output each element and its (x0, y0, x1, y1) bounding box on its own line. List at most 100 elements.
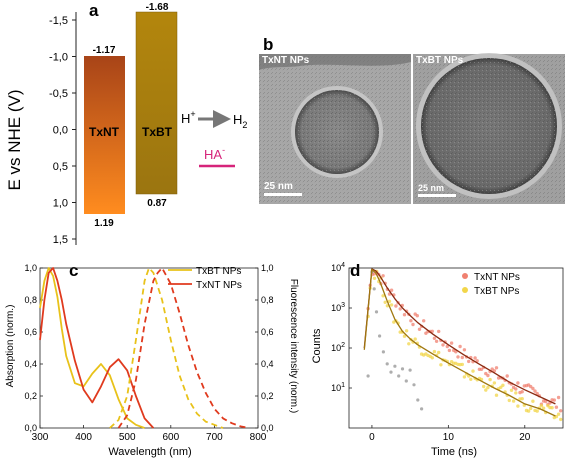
irf-point (397, 374, 401, 378)
reaction-h-plus: H+ (181, 109, 196, 126)
tem-image-txnt: TxNT NPs 25 nm (259, 54, 411, 204)
decay-point (402, 313, 407, 317)
irf-point (381, 350, 385, 354)
decay-point (389, 303, 394, 307)
spectra-y-tick-label: 0,6 (24, 327, 37, 337)
decay-point (492, 369, 497, 373)
panel-a-letter: a (89, 1, 99, 20)
decay-point (430, 356, 434, 360)
decay-point (413, 337, 417, 341)
hydrogen-reaction: H+ H2 (181, 109, 247, 130)
decay-point (411, 322, 415, 327)
spectra-y-tick-label: 0,4 (24, 359, 37, 369)
decay-point (556, 395, 561, 400)
decay-fit-curve-0 (363, 268, 556, 405)
spectra-y-tick-label: 0,0 (24, 423, 37, 433)
decay-point (554, 414, 559, 419)
tem-right-scale-label: 25 nm (418, 183, 444, 193)
decay-point (488, 377, 492, 382)
decay-point (520, 397, 524, 401)
decay-point (520, 390, 524, 394)
decay-point (486, 385, 490, 390)
decay-y-tick-label: 104 (331, 262, 345, 273)
decay-point (381, 294, 385, 298)
legend-txbt-marker (462, 287, 468, 293)
decay-point (469, 377, 473, 381)
decay-point (467, 359, 471, 364)
irf-point (416, 398, 420, 402)
decay-x-tick-label: 10 (443, 432, 455, 443)
irf-point (393, 364, 397, 368)
txbt-band-bar (135, 11, 178, 195)
decay-point (479, 367, 484, 371)
decay-point (507, 398, 511, 403)
decay-point (494, 393, 499, 397)
decay-point (550, 406, 554, 410)
decay-point (486, 373, 490, 378)
decay-point (539, 404, 544, 408)
energy-tick-label: -0,5 (49, 88, 68, 100)
decay-point (559, 409, 563, 413)
decay-x-axis-label: Time (ns) (431, 446, 477, 458)
irf-point (389, 370, 393, 374)
txnt-band-bar (84, 56, 125, 214)
ha-level: HA- (199, 145, 235, 168)
decay-point (531, 386, 535, 391)
spectra-y-axis-label: Absorption (norm.) (5, 305, 16, 388)
decay-point (432, 336, 437, 340)
decay-point (407, 342, 411, 346)
decay-point (383, 300, 387, 304)
energy-tick-group: -1,5 -1,0 -0,5 0,0 0,5 1,0 1,5 (49, 15, 76, 246)
decay-point (473, 356, 477, 360)
panel-b-letter: b (263, 35, 273, 54)
irf-point (366, 374, 370, 378)
decay-point (460, 362, 464, 367)
decay-point (526, 409, 531, 413)
decay-x-tick-label: 0 (369, 432, 375, 443)
decay-point (554, 405, 559, 409)
decay-point (505, 374, 509, 378)
decay-point (494, 366, 499, 370)
tem-left-scale-label: 25 nm (264, 181, 293, 192)
spectra-x-tick-label: 400 (75, 432, 92, 443)
spectra-y-tick-label: 0,2 (24, 391, 37, 401)
decay-point (559, 417, 563, 422)
decay-data (363, 268, 563, 422)
irf-point (400, 367, 405, 371)
spectra-x-tick-label: 600 (162, 432, 179, 443)
decay-point (541, 406, 546, 410)
decay-y-axis-label: Counts (311, 328, 323, 363)
irf-point (378, 334, 382, 338)
decay-point (471, 369, 475, 373)
decay-point (381, 274, 385, 278)
panel-d-decay: d Counts Time (ns) 0 10 20 101 102 103 104 TxN… (311, 261, 564, 458)
txnt-lumo-value: -1.17 (93, 45, 116, 56)
decay-point (387, 299, 392, 303)
spectra-x-tick-label: 800 (250, 432, 267, 443)
legend-txnt-label: TxNT NPs (196, 280, 242, 291)
fluorescence-curve-3 (117, 267, 250, 429)
decay-point (456, 355, 460, 359)
decay-point (415, 314, 419, 318)
decay-point (529, 384, 533, 389)
decay-point (439, 363, 443, 367)
decay-point (462, 348, 467, 352)
decay-point (501, 383, 505, 387)
decay-point (417, 327, 422, 331)
decay-point (454, 350, 458, 354)
spectra-y2-tick-label: 1,0 (261, 263, 274, 273)
spectra-y-tick-label: 1,0 (24, 263, 37, 273)
energy-tick-label: 0,0 (53, 125, 68, 137)
decay-point (544, 399, 548, 404)
decay-point (432, 349, 437, 354)
decay-point (531, 399, 535, 403)
panel-a-energy-diagram: a E vs NHE (V) -1,5-1,0-0,50,00,51,01,5 … (5, 1, 247, 246)
decay-point (389, 288, 394, 292)
spectra-legend: TxBT NPs TxNT NPs (168, 266, 242, 291)
decay-point (556, 412, 561, 416)
decay-x-tick-label: 20 (519, 432, 531, 443)
decay-legend: TxNT NPs TxBT NPs (462, 272, 520, 297)
spectra-y2-tick-label: 0,0 (261, 423, 274, 433)
